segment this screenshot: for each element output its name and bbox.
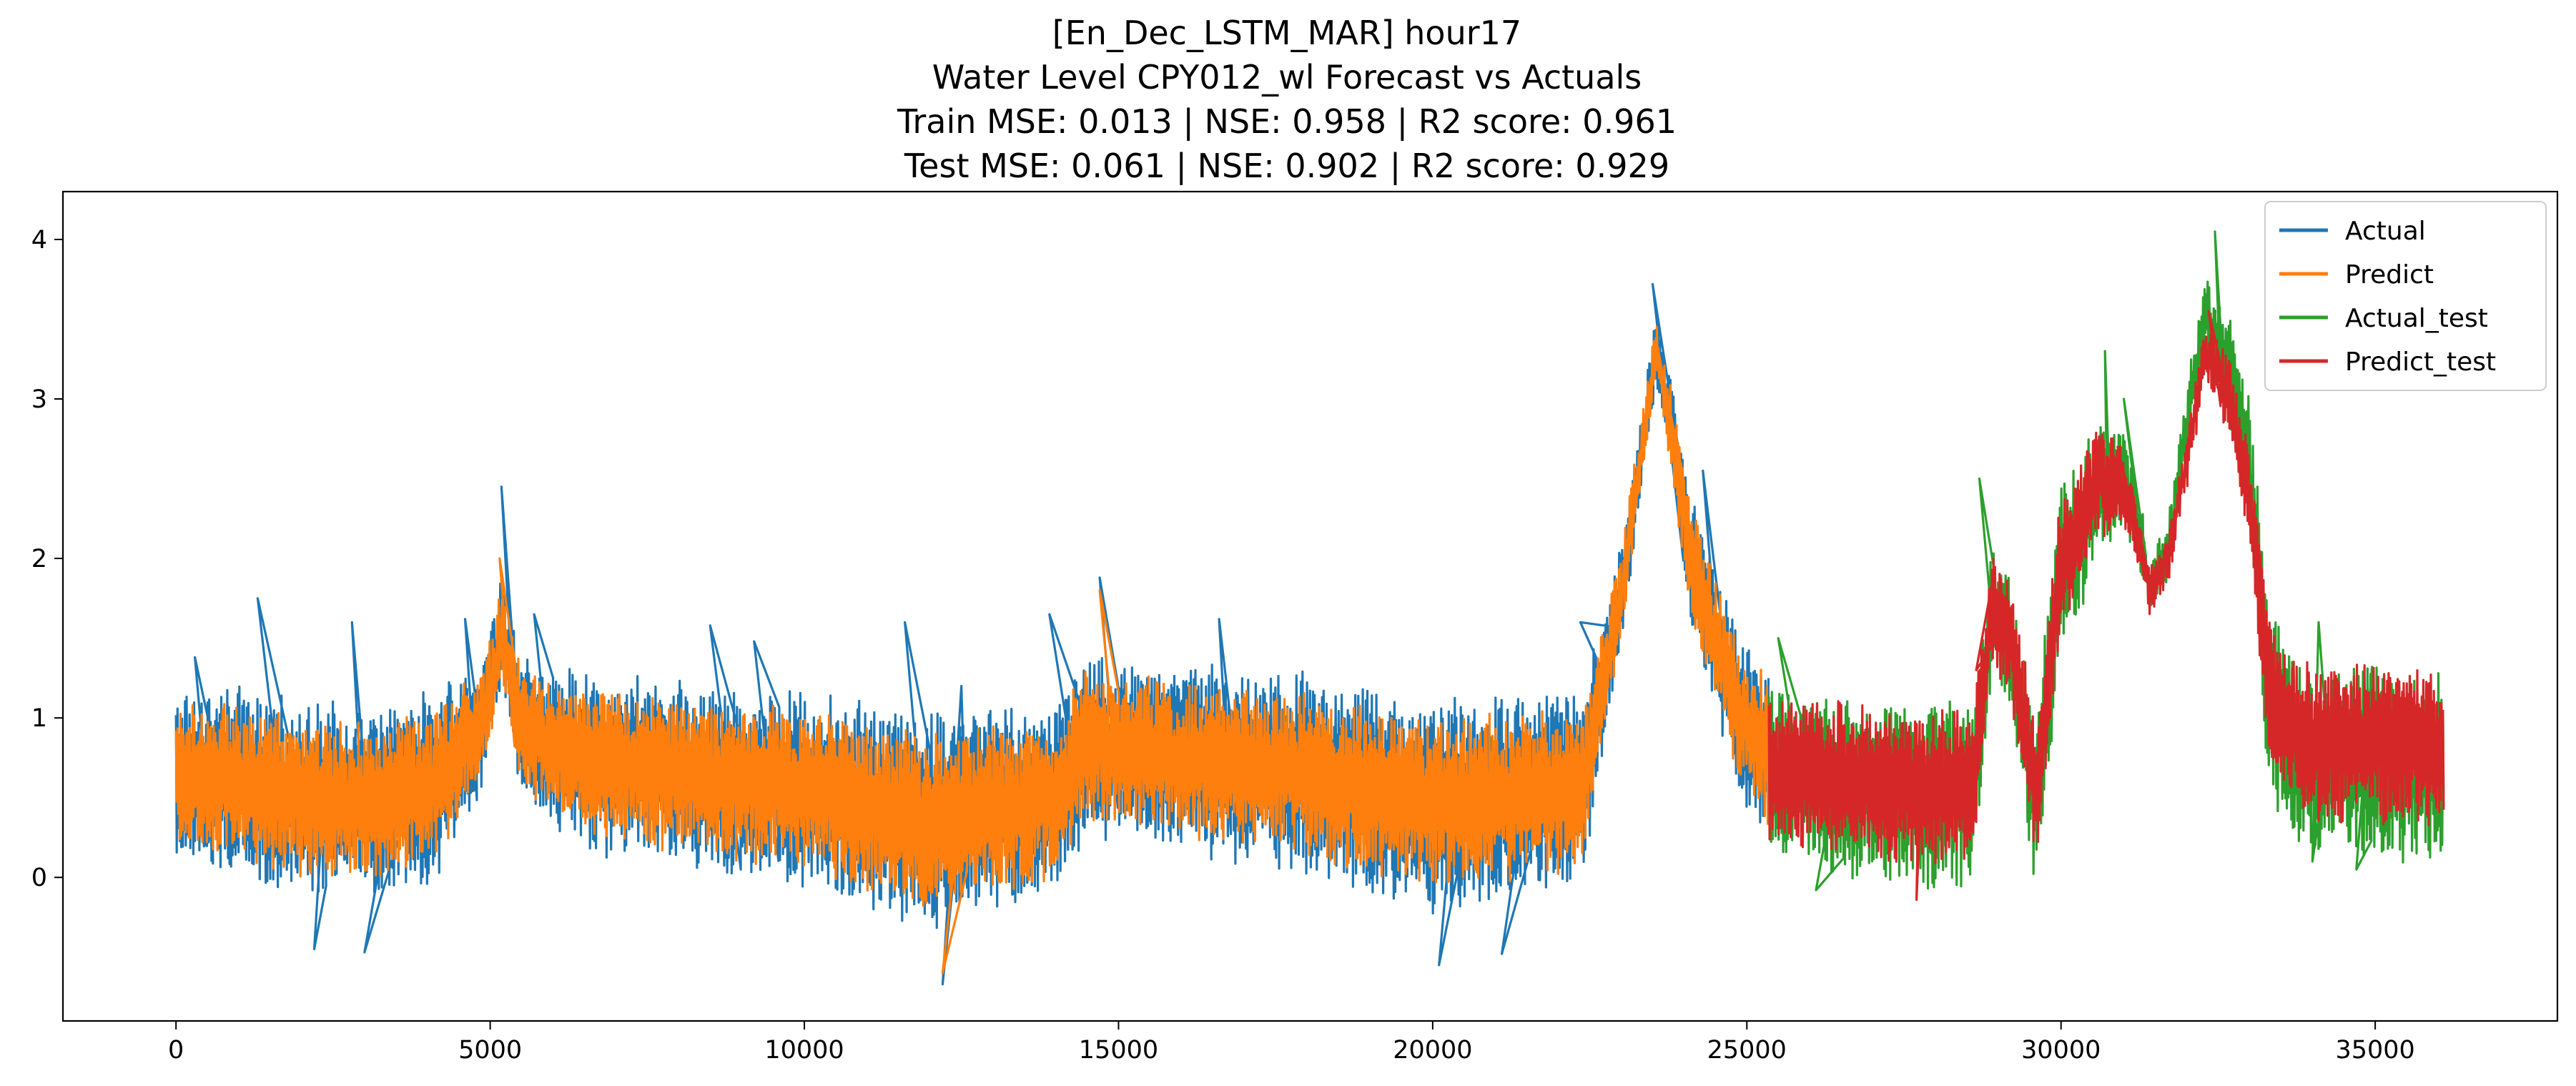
title-line-2: Water Level CPY012_wl Forecast vs Actual… — [932, 58, 1642, 97]
title-line-1: [En_Dec_LSTM_MAR] hour17 — [1052, 14, 1521, 52]
x-tick-label: 10000 — [764, 1036, 844, 1065]
legend-label: Predict — [2345, 260, 2434, 290]
axes: 0 5000 10000 15000 20000 25000 30000 35000 0 1 2 3 4 — [31, 190, 2559, 1065]
legend-box — [2264, 201, 2547, 391]
legend-label: Actual — [2345, 217, 2426, 246]
series-lines — [174, 230, 2445, 986]
x-tick-label: 15000 — [1079, 1036, 1158, 1065]
y-tick-label: 2 — [31, 545, 47, 573]
legend: Actual Predict Actual_test Predict_test — [2264, 201, 2547, 391]
title-line-4: Test MSE: 0.061 | NSE: 0.902 | R2 score:… — [904, 147, 1669, 186]
y-tick-label: 3 — [31, 385, 47, 414]
legend-label: Actual_test — [2345, 304, 2488, 333]
series-line-predict-test — [1767, 310, 2445, 902]
y-tick-label: 0 — [31, 864, 47, 892]
title-line-3: Train MSE: 0.013 | NSE: 0.958 | R2 score… — [897, 102, 1677, 142]
chart-title: [En_Dec_LSTM_MAR] hour17 Water Level CPY… — [897, 14, 1677, 186]
plot-frame — [61, 190, 2559, 1022]
series-line-predict — [174, 325, 1770, 974]
x-tick-label: 20000 — [1393, 1036, 1472, 1065]
x-tick-label: 35000 — [2335, 1036, 2414, 1065]
y-tick-label: 4 — [31, 226, 47, 255]
x-tick-label: 25000 — [1707, 1036, 1787, 1065]
x-tick-label: 30000 — [2021, 1036, 2101, 1065]
x-tick-label: 0 — [168, 1036, 184, 1065]
legend-label: Predict_test — [2345, 347, 2496, 377]
x-tick-label: 5000 — [458, 1036, 522, 1065]
y-tick-label: 1 — [31, 704, 47, 733]
